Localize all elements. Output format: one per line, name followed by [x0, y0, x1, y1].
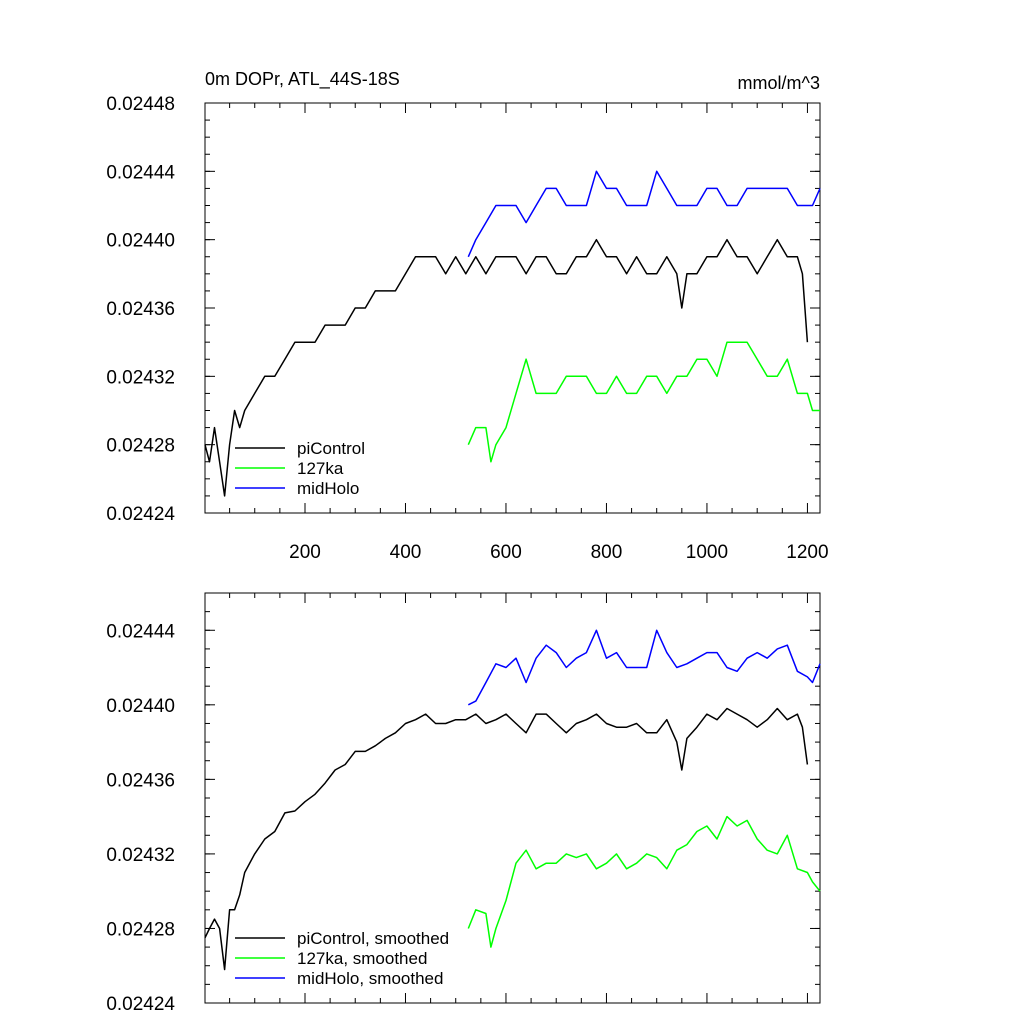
x-tick-label: 400 — [390, 542, 422, 563]
y-tick-label: 0.02440 — [106, 696, 175, 717]
y-tick-label: 0.02432 — [106, 845, 175, 866]
legend-label: midHolo, smoothed — [297, 969, 443, 988]
series-line-picontrol — [204, 707, 809, 971]
y-tick-label: 0.02428 — [106, 436, 175, 457]
x-tick-label: 800 — [591, 542, 623, 563]
chart-panel-2: 0.02424 0.02428 0.02432 0.02436 0.02440 0.024… — [106, 592, 821, 1015]
series-line-midholo — [467, 170, 821, 258]
y-tick-label: 0.02432 — [106, 367, 175, 388]
x-tick-label: 1200 — [786, 542, 828, 563]
y-tick-label: 0.02424 — [106, 504, 175, 525]
y-tick-label: 0.02444 — [106, 162, 175, 183]
chart-units: mmol/m^3 — [738, 73, 820, 93]
y-tick-label: 0.02448 — [106, 94, 175, 115]
chart-panel-1: 200 400 600 800 1000 1200 0.02424 0.02428 0.0243… — [106, 69, 828, 563]
chart-root: 200 400 600 800 1000 1200 0.02424 0.02428 0.0243… — [106, 69, 828, 1015]
y-tick-label: 0.02424 — [106, 994, 175, 1015]
y-tick-label: 0.02428 — [106, 919, 175, 940]
legend-label: midHolo — [297, 479, 359, 498]
legend-label: piControl, smoothed — [297, 929, 449, 948]
series-line-127ka — [467, 815, 821, 948]
y-tick-label: 0.02436 — [106, 299, 175, 320]
legend-label: 127ka — [297, 459, 344, 478]
series-line-127ka — [467, 341, 820, 463]
legend-label: 127ka, smoothed — [297, 949, 427, 968]
y-tick-label: 0.02436 — [106, 770, 175, 791]
legend-label: piControl — [297, 439, 365, 458]
y-tick-label: 0.02444 — [106, 621, 175, 642]
series-line-picontrol — [204, 238, 809, 497]
x-tick-label: 1000 — [686, 542, 728, 563]
x-tick-label: 200 — [289, 542, 321, 563]
x-tick-label: 600 — [490, 542, 522, 563]
chart-title: 0m DOPr, ATL_44S-18S — [205, 69, 400, 90]
y-tick-label: 0.02440 — [106, 231, 175, 252]
series-line-midholo — [467, 629, 821, 706]
